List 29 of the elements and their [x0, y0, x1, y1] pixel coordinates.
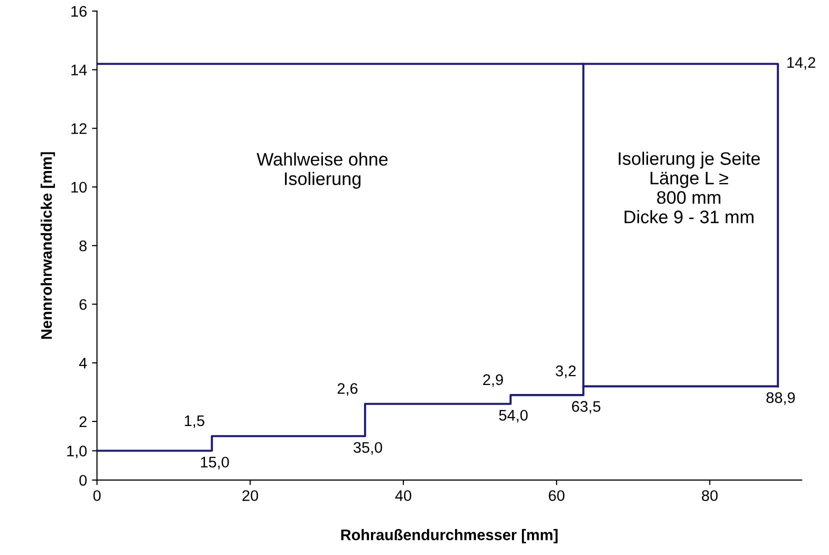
annotation: 63,5 — [572, 401, 600, 414]
annotation: Wahlweise ohne Isolierung — [256, 152, 388, 189]
y-tick-label: 10 — [71, 182, 87, 193]
y-tick-label: 16 — [71, 6, 87, 17]
x-tick-label: 0 — [93, 490, 101, 502]
annotation: 54,0 — [499, 410, 528, 422]
y-tick-label: 1,0 — [67, 446, 87, 458]
annotation: 14,2 — [787, 57, 816, 70]
y-tick-label: 14 — [71, 64, 87, 76]
x-axis-title: Rohraußendurchmesser [mm] — [341, 529, 558, 544]
data-label: 1,5 — [184, 415, 204, 428]
y-tick-label: 0 — [79, 474, 87, 486]
data-label: 2,9 — [483, 374, 503, 387]
data-label: 2,6 — [338, 383, 358, 396]
y-tick-label: 2 — [80, 416, 87, 427]
y-tick-label: 4 — [79, 358, 87, 368]
y-axis-title: Nennrohrwanddicke [mm] — [40, 152, 55, 339]
annotation: 15,0 — [200, 456, 229, 470]
y-tick-label: 6 — [80, 299, 87, 310]
annotation: 88,9 — [766, 392, 795, 405]
data-label: 3,2 — [556, 365, 576, 378]
x-tick-label: 20 — [242, 490, 258, 502]
y-tick-label: 12 — [71, 123, 87, 134]
annotation: 35,0 — [354, 442, 382, 455]
annotation: Isolierung je Seite Länge L ≥ 800 mm Dicke 9 - 31 mm — [618, 152, 760, 224]
x-tick-label: 40 — [395, 490, 412, 502]
y-tick-label: 8 — [79, 240, 87, 252]
x-tick-label: 60 — [548, 490, 564, 502]
x-tick-label: 80 — [702, 490, 718, 502]
